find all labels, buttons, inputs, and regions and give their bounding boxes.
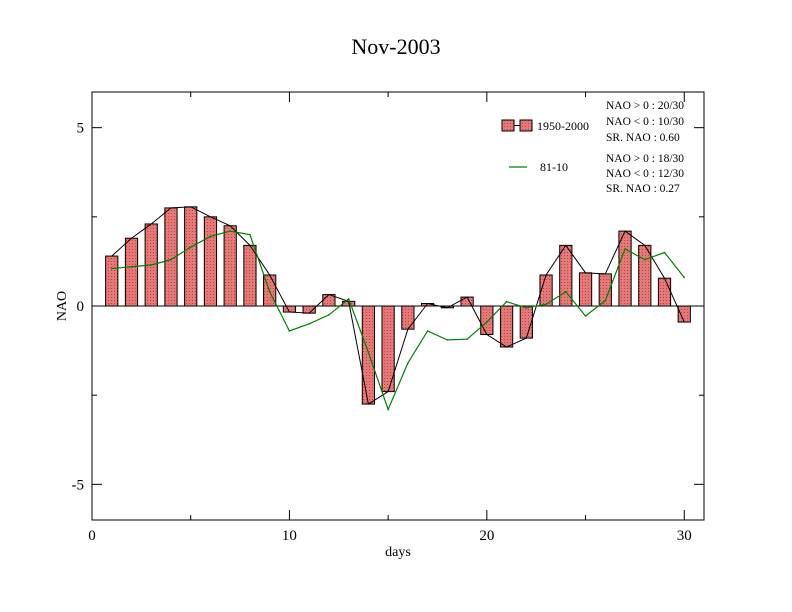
- bar-day-6: [203, 216, 218, 307]
- bar-day-30: [677, 305, 691, 323]
- line-series-81-10: [111, 230, 685, 412]
- line-point-day-11: [308, 323, 310, 325]
- stat-1950-2000-sr: SR. NAO : 0.60: [606, 132, 680, 144]
- y-tick-label: -5: [72, 477, 85, 493]
- line-point-day-9: [268, 290, 271, 293]
- line-point-day-14: [367, 351, 370, 354]
- line-series-81-10-points: [110, 230, 686, 411]
- line-point-day-24: [565, 290, 567, 293]
- bar-day-5: [184, 206, 198, 307]
- line-point-day-16: [407, 362, 409, 364]
- line-point-day-6: [209, 235, 212, 238]
- legend-label-1950-2000: 1950-2000: [537, 119, 589, 133]
- line-point-day-17: [426, 330, 429, 332]
- x-axis-label: days: [385, 545, 411, 560]
- line-point-day-7: [229, 230, 231, 232]
- legend-swatch-1950-2000-right: [519, 119, 533, 132]
- bar-day-8: [243, 244, 257, 307]
- line-point-day-5: [189, 246, 192, 248]
- bar-day-29: [657, 277, 672, 307]
- legend: 1950-2000 81-10 NAO > 0 : 20/30 NAO < 0 …: [501, 100, 684, 195]
- bar-day-7: [223, 225, 237, 307]
- bar-day-25: [578, 272, 593, 307]
- line-point-day-12: [328, 314, 330, 316]
- line-point-day-4: [170, 258, 172, 261]
- chart-title: Nov-2003: [351, 34, 440, 59]
- stat-81-10-pos: NAO > 0 : 18/30: [606, 153, 684, 165]
- bar-day-22: [519, 305, 533, 339]
- y-axis: -5 0 5: [72, 121, 704, 493]
- y-tick-label: 5: [77, 121, 85, 137]
- y-axis-label: NAO: [55, 291, 70, 321]
- x-tick-label: 10: [282, 528, 297, 544]
- x-tick-label: 30: [677, 528, 692, 544]
- line-point-day-29: [663, 251, 666, 254]
- line-point-day-2: [130, 265, 133, 268]
- bar-day-2: [124, 237, 139, 307]
- line-point-day-1: [110, 267, 113, 270]
- line-point-day-8: [249, 233, 251, 236]
- line-point-day-21: [505, 300, 508, 303]
- bar-day-14: [361, 305, 376, 405]
- line-point-day-3: [150, 264, 153, 266]
- bar-day-21: [499, 305, 514, 348]
- bar-day-16: [401, 305, 415, 330]
- legend-swatch-1950-2000-left: [501, 119, 515, 132]
- stat-81-10-neg: NAO < 0 : 12/30: [606, 168, 684, 180]
- line-point-day-23: [545, 303, 547, 306]
- line-point-day-20: [486, 321, 488, 323]
- y-tick-label: 0: [77, 299, 85, 315]
- line-point-day-18: [446, 339, 449, 341]
- line-point-day-15: [387, 408, 389, 411]
- x-axis: 0 10 20 30: [88, 92, 692, 544]
- x-tick-label: 20: [479, 528, 494, 544]
- line-point-day-26: [604, 299, 607, 302]
- x-tick-label: 0: [88, 528, 96, 544]
- bar-connector-line: [111, 206, 685, 405]
- line-point-day-13: [347, 298, 350, 300]
- bar-day-27: [618, 230, 632, 307]
- stat-1950-2000-pos: NAO > 0 : 20/30: [606, 100, 684, 112]
- line-point-day-19: [466, 338, 468, 340]
- bar-series-1950-2000: [105, 206, 691, 405]
- legend-label-81-10: 81-10: [540, 160, 568, 174]
- line-point-day-25: [584, 315, 587, 317]
- bar-day-28: [638, 244, 652, 307]
- line-point-day-28: [643, 258, 646, 261]
- stat-1950-2000-neg: NAO < 0 : 10/30: [606, 116, 684, 128]
- bar-day-1: [105, 255, 119, 307]
- line-point-day-27: [624, 248, 626, 250]
- bar-day-20: [480, 305, 494, 336]
- line-point-day-10: [288, 330, 291, 332]
- line-point-day-22: [525, 306, 528, 309]
- stat-81-10-sr: SR. NAO : 0.27: [606, 183, 680, 195]
- line-point-day-30: [683, 276, 686, 279]
